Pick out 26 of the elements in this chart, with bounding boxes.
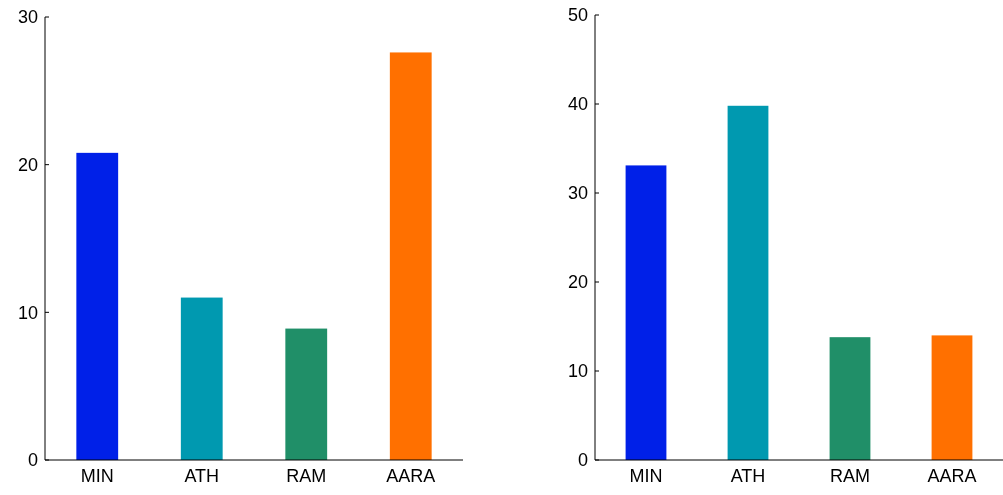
y-tick-label: 10 [17, 302, 38, 323]
x-tick-label: MIN [80, 466, 114, 486]
y-tick-label: 20 [17, 154, 38, 175]
bar [76, 152, 119, 460]
x-tick-label: AARA [386, 466, 436, 486]
y-tick-label: 30 [17, 7, 38, 28]
x-tick-label: ATH [730, 466, 766, 486]
bar [931, 335, 973, 460]
y-tick-label: 0 [27, 450, 38, 471]
y-tick-label: 40 [567, 94, 588, 115]
y-tick-label: 30 [567, 183, 588, 204]
bar [389, 52, 432, 460]
x-tick-label: ATH [184, 466, 220, 486]
y-tick-label: 20 [567, 272, 588, 293]
bar [829, 337, 871, 460]
bar [727, 105, 769, 460]
bar [285, 328, 328, 460]
y-tick-label: 50 [567, 5, 588, 26]
x-tick-label: RAM [830, 466, 870, 486]
x-tick-label: RAM [286, 466, 327, 486]
y-tick-label: 10 [567, 361, 588, 382]
x-tick-label: AARA [927, 466, 977, 486]
bar [180, 297, 223, 460]
bar [625, 165, 667, 460]
x-tick-label: MIN [629, 466, 663, 486]
y-tick-label: 0 [577, 450, 588, 471]
